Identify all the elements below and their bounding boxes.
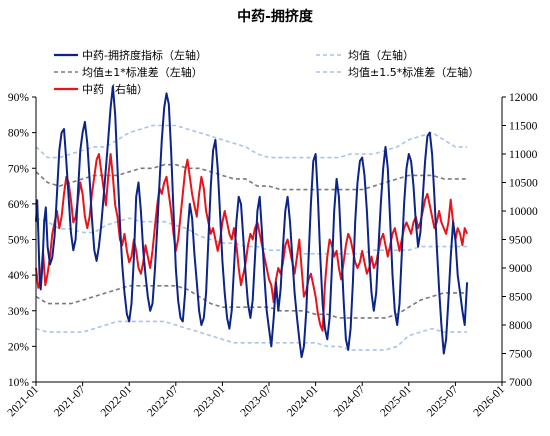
x-tick-label: 2024-01: [285, 383, 321, 419]
x-tick-label: 2023-01: [192, 383, 228, 419]
x-tick-label: 2024-07: [332, 383, 368, 419]
x-tick-label: 2023-07: [239, 383, 275, 419]
right-tick-label: 9500: [509, 235, 532, 247]
left-tick-label: 10%: [8, 377, 30, 389]
left-tick-label: 40%: [8, 270, 30, 282]
right-tick-label: 11000: [509, 149, 538, 161]
right-tick-label: 10000: [509, 206, 538, 218]
series-line-4: [35, 124, 468, 159]
series-line-1: [35, 217, 468, 255]
legend-label-15std: 均值±1.5*标准差（左轴）: [348, 65, 479, 79]
series-line-6: [35, 153, 469, 332]
x-tick-label: 2021-07: [52, 383, 88, 419]
legend: 中药-拥挤度指标（左轴） 均值（左轴） 均值±1*标准差（左轴） 均值±1.5*…: [54, 48, 479, 96]
right-tick-label: 7000: [509, 377, 532, 389]
chart-title: 中药-拥挤度: [237, 8, 314, 25]
right-tick-label: 8000: [509, 320, 532, 332]
legend-label-tcm-index: 中药（右轴）: [82, 82, 148, 96]
left-axis-ticks: 10% 20% 30% 40% 50% 60% 70% 80% 90%: [8, 92, 36, 389]
right-tick-label: 8500: [509, 292, 532, 304]
left-tick-label: 20%: [8, 341, 30, 353]
series-line-5: [35, 320, 468, 351]
x-tick-label: 2022-07: [145, 383, 181, 419]
x-tick-label: 2022-01: [99, 383, 135, 419]
left-tick-label: 80%: [8, 128, 30, 140]
left-tick-label: 50%: [8, 235, 30, 247]
right-tick-label: 10500: [509, 178, 538, 190]
left-tick-label: 90%: [8, 92, 30, 104]
x-tick-label: 2025-01: [378, 383, 414, 419]
right-tick-label: 12000: [509, 92, 538, 104]
x-tick-label: 2025-07: [425, 383, 461, 419]
series-line-0: [35, 85, 469, 359]
legend-label-1std: 均值±1*标准差（左轴）: [82, 65, 203, 79]
right-tick-label: 9000: [509, 263, 532, 275]
series-layer: [35, 85, 469, 359]
legend-label-crowding: 中药-拥挤度指标（左轴）: [82, 48, 207, 62]
x-tick-label: 2026-01: [472, 383, 508, 419]
right-axis-ticks: 7000 7500 8000 8500 9000 9500 10000 10500 11000 1…: [502, 92, 538, 389]
left-tick-label: 60%: [8, 199, 30, 211]
x-axis-ticks: 2021-01 2021-07 2022-01 2022-07 2023-01 2023-…: [6, 382, 508, 419]
left-tick-label: 70%: [8, 163, 30, 175]
legend-label-mean: 均值（左轴）: [348, 48, 414, 62]
right-tick-label: 11500: [509, 121, 538, 133]
right-tick-label: 7500: [509, 349, 532, 361]
left-tick-label: 30%: [8, 306, 30, 318]
